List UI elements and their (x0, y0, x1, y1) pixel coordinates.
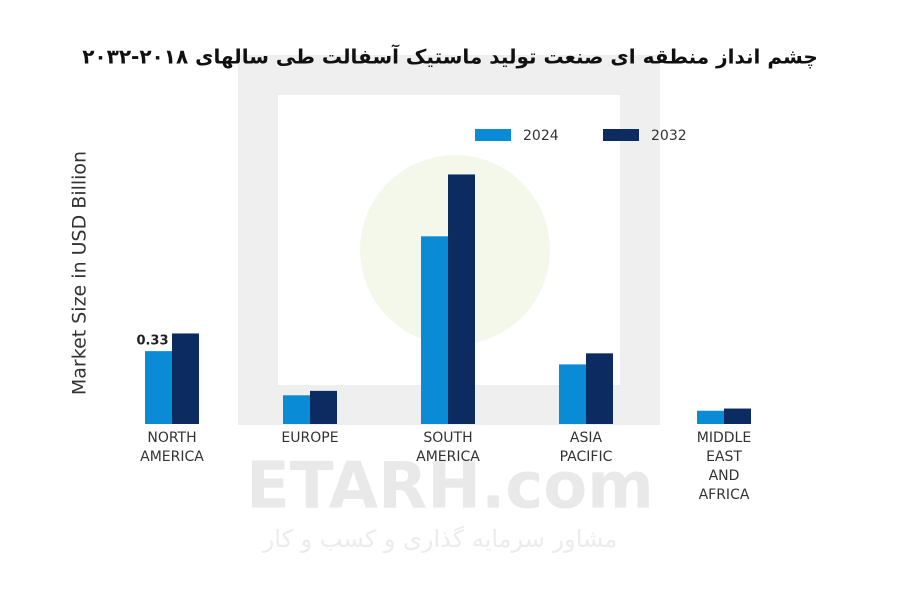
value-label: 0.33 (136, 334, 168, 349)
legend-swatch (603, 129, 639, 141)
bar (145, 351, 172, 424)
bar (448, 174, 475, 424)
bar (421, 236, 448, 424)
bar (697, 410, 724, 424)
x-tick-label: MIDDLE EAST AND AFRICA (697, 430, 751, 503)
x-tick-label: ASIA PACIFIC (560, 430, 613, 465)
y-axis-label: Market Size in USD Billion (69, 151, 91, 395)
legend-swatch (475, 129, 511, 141)
bar (283, 395, 310, 424)
bar (724, 408, 751, 424)
legend-label: 2032 (651, 128, 687, 144)
bar (310, 390, 337, 424)
x-tick-label: SOUTH AMERICA (416, 430, 480, 465)
bar (586, 353, 613, 424)
x-tick-label: EUROPE (281, 430, 338, 446)
watermark-text: ETARH.com (246, 450, 654, 524)
x-tick-label: NORTH AMERICA (140, 430, 204, 465)
bar (172, 333, 199, 424)
watermark-subtitle: مشاور سرمایه گذاری و کسب و کار (262, 525, 618, 553)
chart-title: چشم انداز منطقه ای صنعت تولید ماستیک آسف… (82, 44, 818, 70)
legend-label: 2024 (523, 128, 559, 144)
bar (559, 364, 586, 424)
